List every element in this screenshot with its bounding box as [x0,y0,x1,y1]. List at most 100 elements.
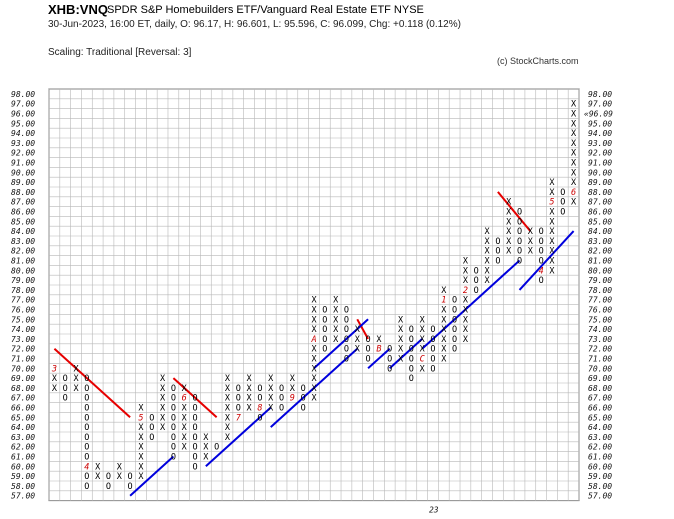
x-box: X [333,296,339,306]
ticker-description: SPDR S&P Homebuilders ETF/Vanguard Real … [107,4,424,16]
x-box: 1 [441,296,446,306]
y-tick-label-left: 67.00 [11,394,35,403]
x-box: X [571,198,577,208]
ticker-symbol: XHB:VNQ [48,2,108,17]
x-box: X [398,335,404,345]
resistance-trendline [356,318,369,340]
x-box: X [333,335,339,345]
x-box: 5 [549,198,554,208]
x-box: X [420,335,426,345]
y-tick-label-right: 84.00 [588,227,612,236]
o-box: O [171,384,176,394]
x-box: X [571,110,577,120]
y-tick-label-left: 62.00 [11,443,35,452]
y-tick-label-right: 97.00 [588,100,612,109]
o-box: O [387,355,392,365]
x-box: 3 [51,364,57,374]
y-tick-label-right: 62.00 [588,443,612,452]
x-box: X [311,364,317,374]
y-tick-label-right: 88.00 [588,188,612,197]
o-box: O [128,482,133,492]
o-box: O [452,345,457,355]
o-box: O [517,208,522,218]
x-box: X [355,345,361,355]
y-tick-label-left: 65.00 [11,413,35,422]
y-tick-label-left: 88.00 [11,188,35,197]
o-box: O [366,335,371,345]
o-box: O [171,453,176,463]
o-box: O [84,394,89,404]
o-box: O [322,315,327,325]
y-tick-label-right: 65.00 [588,413,612,422]
y-tick-label-right: 80.00 [588,266,612,275]
o-box: O [257,384,262,394]
x-box: X [506,247,512,257]
x-box: X [138,462,144,472]
x-box: X [117,462,123,472]
y-tick-label-right: 76.00 [588,306,612,315]
o-box: O [452,335,457,345]
y-tick-label-left: 74.00 [11,325,35,334]
o-box: O [171,433,176,443]
o-box: O [452,306,457,316]
y-tick-label-right: 94.00 [588,129,612,138]
x-box: X [333,306,339,316]
x-box: X [463,266,469,276]
x-box: X [203,453,209,463]
x-box: X [311,325,317,335]
x-box: X [268,394,274,404]
o-box: O [539,227,544,237]
y-tick-label-left: 87.00 [11,198,35,207]
o-box: O [495,257,500,267]
x-box: X [182,423,188,433]
x-box: X [225,423,231,433]
x-box: X [463,325,469,335]
y-tick-label-left: 60.00 [11,462,35,471]
y-tick-label-right: 89.00 [588,178,612,187]
o-box: O [257,394,262,404]
x-box: X [398,325,404,335]
x-box: X [420,315,426,325]
x-box: X [225,413,231,423]
o-box: O [257,413,262,423]
o-box: O [63,394,68,404]
y-tick-label-right: 98.00 [588,90,612,99]
x-box: X [549,227,555,237]
y-tick-label-right: 83.00 [588,237,612,246]
o-box: O [84,404,89,414]
x-box: X [484,257,490,267]
y-tick-label-left: 86.00 [11,208,35,217]
o-box: 4 [84,462,89,472]
o-box: O [192,462,197,472]
y-tick-label-right: 58.00 [588,482,612,491]
support-trendline [518,230,575,291]
y-tick-label-left: 70.00 [11,364,35,373]
x-box: X [160,423,166,433]
x-box: X [398,345,404,355]
x-box: X [52,374,58,384]
x-box: X [138,433,144,443]
x-box: X [203,433,209,443]
x-box: X [117,472,123,482]
y-tick-label-right: 87.00 [588,198,612,207]
y-tick-label-left: 79.00 [11,276,35,285]
x-box: X [549,266,555,276]
x-box: X [138,472,144,482]
y-tick-label-left: 96.00 [11,110,35,119]
x-box: X [549,237,555,247]
y-tick-label-right: 72.00 [588,345,612,354]
y-tick-label-left: 58.00 [11,482,35,491]
y-tick-label-left: 95.00 [11,119,35,128]
o-box: O [322,325,327,335]
x-box: X [160,394,166,404]
o-box: O [171,443,176,453]
x-box: X [138,423,144,433]
x-box: X [549,188,555,198]
last-price-label: «96.09 [584,110,613,119]
x-box: X [225,433,231,443]
o-box: O [301,394,306,404]
y-tick-label-left: 68.00 [11,384,35,393]
x-box: X [247,374,253,384]
o-box: O [301,404,306,414]
